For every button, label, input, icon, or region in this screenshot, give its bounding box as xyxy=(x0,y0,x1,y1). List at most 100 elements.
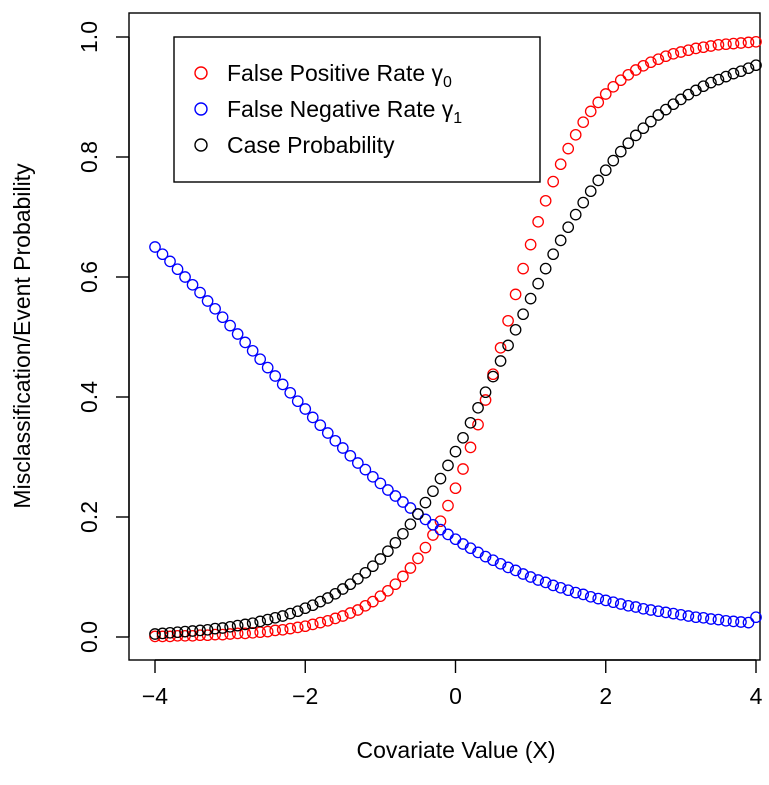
data-point xyxy=(306,599,319,612)
data-point xyxy=(607,80,620,93)
data-point xyxy=(389,578,402,591)
data-point xyxy=(479,394,492,406)
y-tick-label: 0.4 xyxy=(76,381,102,413)
data-point xyxy=(644,115,657,128)
data-point xyxy=(479,550,492,563)
data-point xyxy=(344,449,357,462)
data-point xyxy=(367,595,379,608)
y-tick-label: 0.0 xyxy=(76,621,102,653)
data-point xyxy=(291,605,304,618)
data-point xyxy=(216,628,229,641)
data-point xyxy=(659,606,672,619)
data-point xyxy=(592,592,605,605)
data-point xyxy=(367,470,379,483)
data-point xyxy=(614,598,627,610)
data-point xyxy=(614,74,627,87)
data-point xyxy=(209,622,221,635)
data-point xyxy=(494,341,507,354)
data-point xyxy=(254,353,267,366)
data-point xyxy=(659,103,672,116)
data-point xyxy=(186,625,199,637)
data-point xyxy=(224,620,236,633)
data-point xyxy=(434,515,447,528)
data-point xyxy=(652,109,665,121)
data-point xyxy=(314,595,327,608)
data-point xyxy=(389,490,402,502)
data-point xyxy=(532,277,544,290)
data-point xyxy=(472,401,484,414)
data-point xyxy=(261,613,274,626)
data-point xyxy=(269,624,282,637)
data-point xyxy=(599,594,612,607)
data-point xyxy=(487,368,499,381)
data-point xyxy=(284,622,297,635)
legend-marker xyxy=(194,102,208,116)
data-point xyxy=(374,590,387,603)
data-point xyxy=(164,255,176,268)
data-point xyxy=(231,328,244,340)
data-point xyxy=(457,463,469,475)
data-point xyxy=(306,618,319,631)
y-axis-label: Misclassification/Event Probability xyxy=(9,163,35,509)
data-point xyxy=(509,288,522,301)
data-point xyxy=(667,47,680,60)
data-point xyxy=(562,142,575,155)
data-point xyxy=(336,442,349,454)
data-point xyxy=(231,627,244,640)
data-point xyxy=(524,238,537,251)
data-point xyxy=(532,215,544,228)
data-point xyxy=(479,386,492,399)
data-point xyxy=(712,73,725,86)
data-point xyxy=(659,50,672,63)
data-point xyxy=(547,579,560,592)
data-point xyxy=(442,499,454,512)
data-point xyxy=(607,154,620,167)
data-point xyxy=(344,578,357,591)
data-point xyxy=(269,370,282,382)
y-tick-label: 0.8 xyxy=(76,141,102,173)
data-point xyxy=(306,411,319,424)
y-axis: 0.0 0.2 0.4 0.6 0.8 1.0 xyxy=(76,21,130,653)
data-point xyxy=(419,541,432,554)
data-point xyxy=(336,583,349,595)
data-point xyxy=(276,623,289,636)
data-point xyxy=(712,613,725,626)
data-point xyxy=(186,278,199,291)
data-point xyxy=(735,37,747,49)
data-point xyxy=(246,344,259,357)
data-point xyxy=(246,617,259,630)
data-point xyxy=(209,302,221,315)
data-point xyxy=(442,459,454,472)
data-point xyxy=(547,248,560,261)
data-point xyxy=(569,586,582,599)
data-point xyxy=(291,395,304,408)
data-point xyxy=(359,463,372,476)
data-point xyxy=(276,610,289,622)
data-point xyxy=(750,611,762,624)
data-point xyxy=(329,434,342,447)
data-point xyxy=(517,262,529,275)
legend-box xyxy=(173,36,541,183)
data-point xyxy=(584,185,597,198)
data-point xyxy=(712,38,725,51)
data-point xyxy=(156,248,169,261)
data-point xyxy=(351,572,364,585)
data-point xyxy=(344,607,357,619)
data-point xyxy=(690,42,702,55)
data-point xyxy=(652,53,665,66)
data-point xyxy=(179,625,191,638)
data-point xyxy=(675,46,687,58)
data-point xyxy=(291,621,304,634)
data-point xyxy=(224,628,236,640)
data-point xyxy=(614,145,627,158)
data-point xyxy=(246,626,259,639)
data-point xyxy=(239,336,251,349)
data-point xyxy=(487,370,499,383)
data-point xyxy=(494,557,507,570)
data-point xyxy=(705,40,717,52)
data-point xyxy=(261,625,274,638)
data-point xyxy=(336,610,349,622)
x-tick-label: −2 xyxy=(292,683,318,709)
data-point xyxy=(179,271,191,283)
data-point xyxy=(419,496,432,509)
